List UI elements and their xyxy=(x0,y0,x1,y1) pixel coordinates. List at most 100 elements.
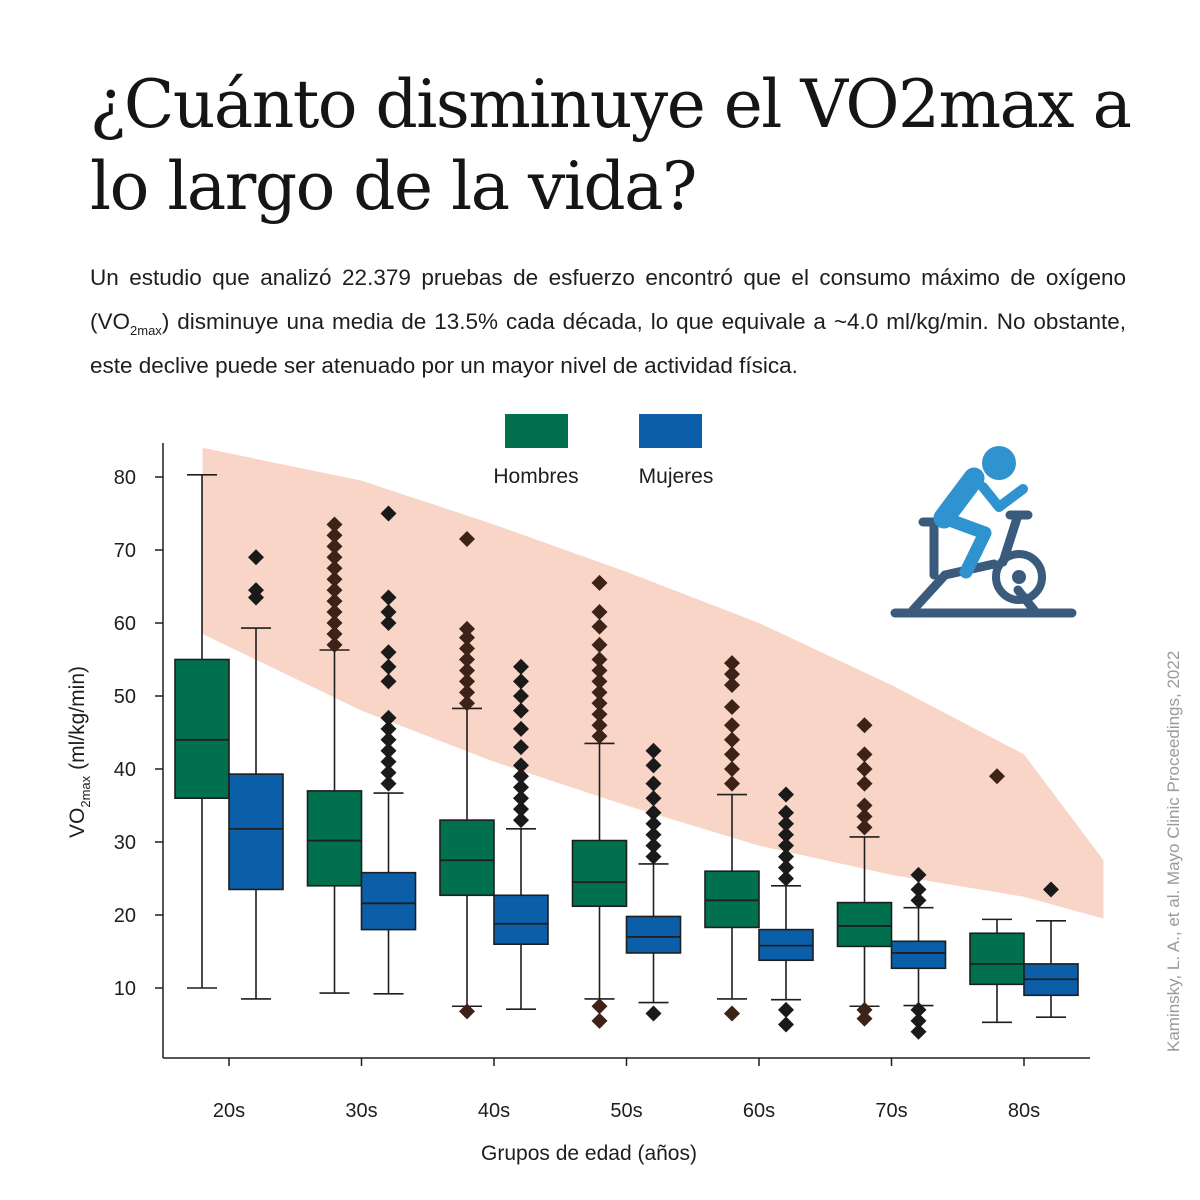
outlier-point xyxy=(645,775,662,792)
outlier-point xyxy=(380,709,397,726)
outlier-point xyxy=(326,593,343,610)
box-iqr xyxy=(625,915,682,954)
outlier-point xyxy=(591,662,608,679)
box-iqr xyxy=(571,839,628,908)
box-mujeres-80s xyxy=(1023,881,1079,1019)
outlier-point xyxy=(459,531,475,548)
outlier-point xyxy=(591,695,608,712)
outlier-point xyxy=(591,728,608,745)
outlier-point xyxy=(513,673,529,690)
outlier-point xyxy=(724,717,740,734)
outlier-point xyxy=(856,1010,873,1027)
outlier-point xyxy=(513,790,529,807)
outlier-point xyxy=(326,549,343,566)
y-ticks: 10 20 30 40 50 60 70 80 xyxy=(114,467,163,1000)
outlier-point xyxy=(724,761,740,777)
outlier-point xyxy=(380,731,397,748)
outlier-point xyxy=(645,1005,662,1022)
outlier-point xyxy=(645,790,662,807)
x-axis-label: Grupos de edad (años) xyxy=(481,1142,697,1165)
outlier-point xyxy=(856,746,873,763)
y-tick-label: 50 xyxy=(114,686,136,708)
box-iqr xyxy=(969,932,1025,986)
outlier-point xyxy=(326,527,343,544)
box-hombres-70s xyxy=(836,717,893,1027)
outlier-point xyxy=(326,582,343,599)
outlier-point xyxy=(591,998,608,1015)
y-tick-label: 10 xyxy=(114,978,136,1000)
outlier-point xyxy=(591,618,608,635)
legend-label-hombres: Hombres xyxy=(493,465,578,488)
outlier-point xyxy=(459,629,475,646)
outlier-point xyxy=(326,571,343,588)
outlier-point xyxy=(591,574,608,591)
outlier-point xyxy=(326,516,343,533)
subtitle-part-1: Un estudio que analizó 22.379 pruebas de… xyxy=(90,265,1126,334)
outlier-point xyxy=(591,604,608,621)
outlier-point xyxy=(856,797,873,814)
x-tick-label: 40s xyxy=(478,1100,510,1122)
outlier-point xyxy=(513,658,529,675)
outlier-point xyxy=(591,717,608,734)
x-tick-label: 30s xyxy=(345,1100,377,1122)
outlier-point xyxy=(591,1012,608,1029)
box-iqr xyxy=(174,658,230,799)
outlier-point xyxy=(856,1001,873,1018)
outlier-point xyxy=(645,804,662,821)
outlier-point xyxy=(645,757,662,774)
outlier-point xyxy=(326,625,343,642)
y-axis-label-unit: (ml/kg/min) xyxy=(66,666,89,770)
outlier-point xyxy=(380,615,397,631)
outlier-point xyxy=(380,673,397,690)
y-tick-label: 70 xyxy=(114,540,136,562)
box-hombres-80s xyxy=(969,768,1025,1024)
outlier-point xyxy=(778,859,794,876)
x-tick-label: 20s xyxy=(213,1100,245,1122)
subtitle-subscript: 2max xyxy=(130,323,162,338)
outlier-point xyxy=(856,775,873,792)
outlier-point xyxy=(778,837,794,854)
outlier-point xyxy=(778,870,794,887)
outlier-point xyxy=(778,804,794,821)
outlier-point xyxy=(380,742,397,759)
outlier-point xyxy=(724,698,740,715)
x-ticks: 20s 30s 40s 50s 60s 70s 80s xyxy=(213,1058,1040,1122)
box-iqr xyxy=(836,901,893,948)
outlier-point xyxy=(591,684,608,701)
box-mujeres-70s xyxy=(890,866,947,1040)
outlier-point xyxy=(513,720,529,737)
boxes-layer xyxy=(174,474,1079,1040)
box-mujeres-50s xyxy=(625,742,682,1022)
outlier-point xyxy=(326,615,343,631)
outlier-point xyxy=(724,746,740,763)
legend: Hombres Mujeres xyxy=(493,414,713,488)
outlier-point xyxy=(326,560,343,577)
outlier-point xyxy=(513,768,529,785)
y-tick-label: 40 xyxy=(114,759,136,781)
chart-subtitle: Un estudio que analizó 22.379 pruebas de… xyxy=(90,256,1126,388)
outlier-point xyxy=(856,808,873,825)
outlier-point xyxy=(459,695,475,712)
performance-range-band xyxy=(202,447,1104,919)
outlier-point xyxy=(724,655,740,672)
box-mujeres-40s xyxy=(493,658,549,1010)
outlier-point xyxy=(778,1016,794,1033)
outlier-point xyxy=(910,881,927,898)
outlier-point xyxy=(645,837,662,854)
outlier-point xyxy=(326,604,343,621)
outlier-point xyxy=(778,815,794,832)
cyclist-exercise-bike-icon xyxy=(890,446,1077,618)
chart-title: ¿Cuánto disminuye el VO2max a lo largo d… xyxy=(90,66,1132,225)
outlier-point xyxy=(645,742,662,759)
box-hombres-50s xyxy=(571,574,628,1029)
range-band-layer xyxy=(202,447,1104,919)
box-iqr xyxy=(890,940,947,970)
outlier-point xyxy=(459,673,475,690)
outlier-point xyxy=(724,677,740,694)
outlier-point xyxy=(380,644,397,661)
outlier-point xyxy=(380,658,397,675)
box-hombres-40s xyxy=(439,531,495,1020)
outlier-point xyxy=(645,848,662,865)
outlier-point xyxy=(326,538,343,555)
